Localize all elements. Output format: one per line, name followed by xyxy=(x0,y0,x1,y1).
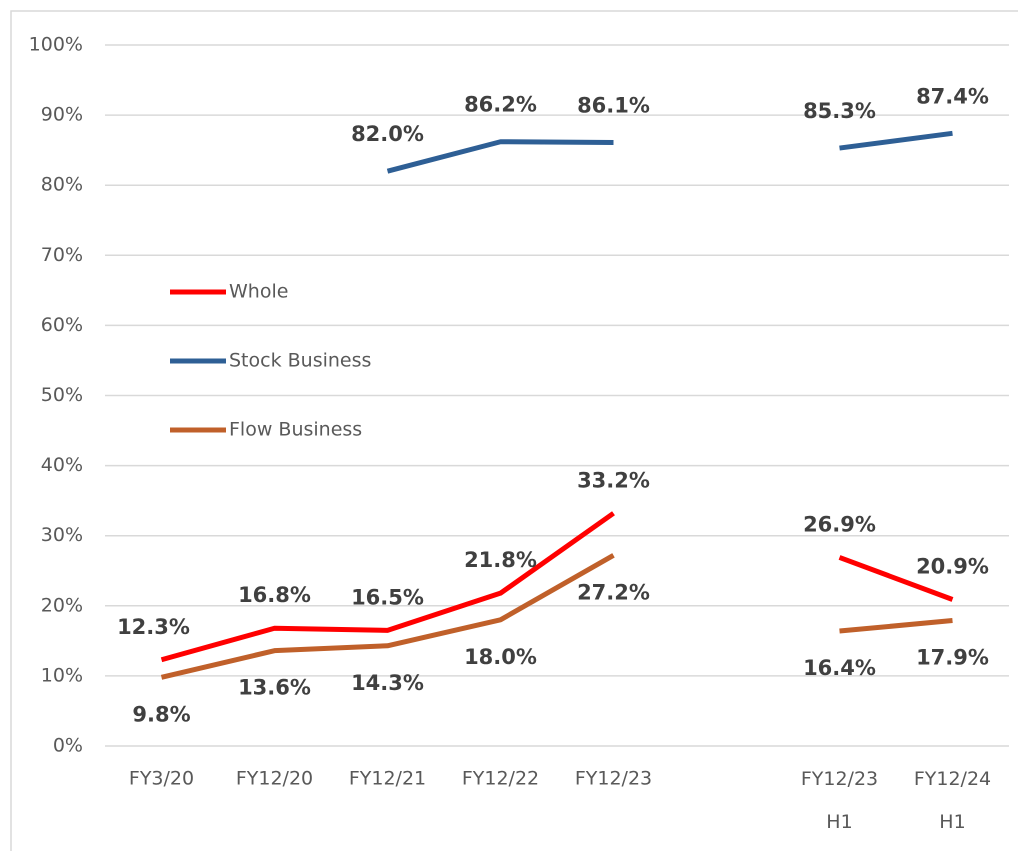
data-label: 18.0% xyxy=(464,645,537,669)
data-label: 86.2% xyxy=(464,93,537,117)
data-label: 27.2% xyxy=(577,580,650,604)
y-tick-label: 10% xyxy=(41,664,83,686)
data-label: 87.4% xyxy=(916,84,989,108)
y-tick-label: 90% xyxy=(41,104,83,126)
data-label: 82.0% xyxy=(351,122,424,146)
y-tick-label: 30% xyxy=(41,524,83,546)
data-label: 86.1% xyxy=(577,93,650,117)
y-tick-label: 70% xyxy=(41,244,83,266)
line-series xyxy=(160,511,954,663)
y-tick-label: 100% xyxy=(29,34,83,56)
x-tick-label: FY12/23 xyxy=(575,768,652,790)
x-tick-label: FY12/22 xyxy=(462,768,539,790)
data-label: 13.6% xyxy=(238,676,311,700)
data-label: 20.9% xyxy=(916,554,989,578)
y-tick-label: 80% xyxy=(41,174,83,196)
data-label: 9.8% xyxy=(132,702,190,726)
x-tick-label: FY12/23 H1 xyxy=(801,768,878,833)
data-label: 26.9% xyxy=(803,512,876,536)
data-label: 16.8% xyxy=(238,583,311,607)
x-tick-label: FY3/20 xyxy=(129,768,194,790)
data-label: 33.2% xyxy=(577,468,650,492)
x-tick-label: FY12/24 H1 xyxy=(914,768,991,833)
y-tick-label: 40% xyxy=(41,454,83,476)
data-label: 85.3% xyxy=(803,99,876,123)
data-label: 16.5% xyxy=(351,585,424,609)
data-label: 21.8% xyxy=(464,548,537,572)
data-label: 12.3% xyxy=(117,615,190,639)
legend-label: Whole xyxy=(229,281,288,303)
x-tick-label: FY12/21 xyxy=(349,768,426,790)
line-series xyxy=(386,130,953,174)
y-tick-label: 60% xyxy=(41,314,83,336)
y-tick-label: 20% xyxy=(41,594,83,616)
y-tick-label: 0% xyxy=(53,735,83,757)
data-label: 14.3% xyxy=(351,671,424,695)
legend-label: Flow Business xyxy=(229,419,362,441)
line-series xyxy=(160,553,953,680)
y-tick-label: 50% xyxy=(41,384,83,406)
data-label: 16.4% xyxy=(803,656,876,680)
x-tick-label: FY12/20 xyxy=(236,768,313,790)
legend-label: Stock Business xyxy=(229,350,371,372)
data-label: 17.9% xyxy=(916,646,989,670)
chart-frame xyxy=(10,10,1018,851)
